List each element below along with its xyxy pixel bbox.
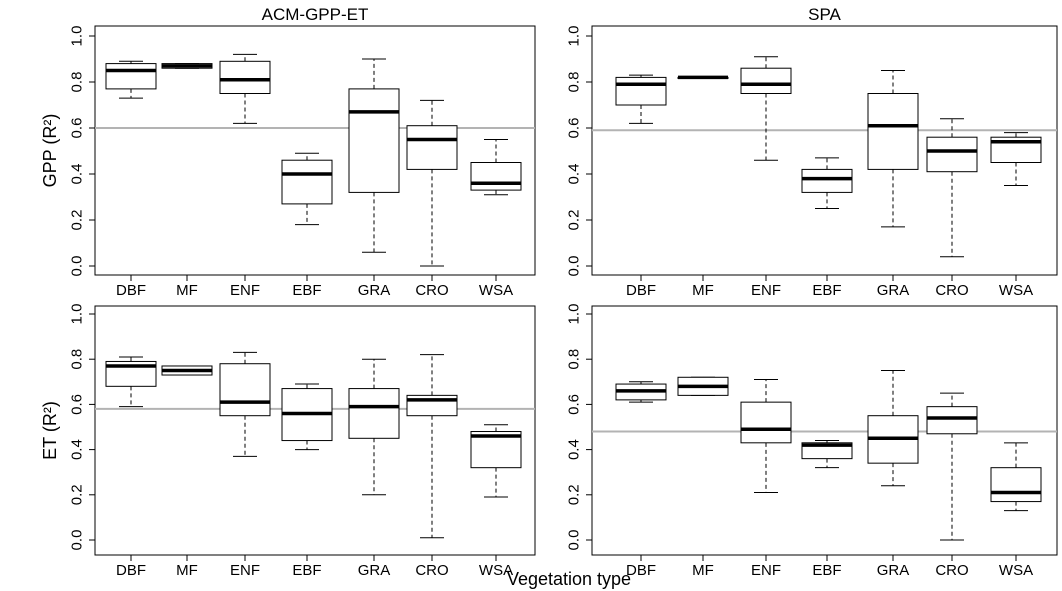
y-tick-label: 0.8: [69, 349, 86, 370]
x-tick-label: EBF: [812, 562, 841, 579]
y-tick-label: 0.4: [69, 164, 86, 185]
y-tick-label: 0.0: [566, 530, 583, 551]
box-iqr: [219, 363, 271, 417]
panel-frame: [591, 25, 1058, 276]
x-tick-label: MF: [176, 562, 198, 579]
x-tick-label: MF: [692, 282, 714, 299]
x-tick-label: ENF: [230, 562, 260, 579]
x-tick-label: GRA: [877, 282, 910, 299]
box-iqr: [926, 406, 978, 435]
x-axis-label: Vegetation type: [507, 569, 631, 589]
box-iqr: [105, 63, 157, 90]
x-tick-label: DBF: [116, 282, 146, 299]
y-tick-label: 0.4: [566, 439, 583, 460]
x-tick-label: ENF: [751, 282, 781, 299]
y-tick-label: 0.2: [69, 210, 86, 231]
y-tick-label: 0.4: [566, 164, 583, 185]
y-tick-label: 0.0: [69, 256, 86, 277]
x-tick-label: GRA: [877, 562, 910, 579]
x-tick-label: EBF: [292, 562, 321, 579]
box-iqr: [740, 67, 792, 94]
x-tick-label: CRO: [415, 562, 448, 579]
x-tick-label: CRO: [935, 282, 968, 299]
box-iqr: [740, 401, 792, 444]
y-tick-label: 0.0: [69, 530, 86, 551]
y-axis-label: GPP (R²): [40, 114, 60, 188]
box-iqr: [348, 388, 400, 439]
x-tick-label: ENF: [230, 282, 260, 299]
y-tick-label: 0.6: [566, 394, 583, 415]
x-tick-label: DBF: [626, 282, 656, 299]
x-tick-label: GRA: [358, 282, 391, 299]
box-iqr: [470, 162, 522, 191]
box-iqr: [867, 93, 919, 170]
y-tick-label: 0.4: [69, 439, 86, 460]
x-tick-label: WSA: [479, 282, 513, 299]
box-iqr: [801, 168, 853, 193]
x-tick-label: MF: [692, 562, 714, 579]
y-tick-label: 0.6: [69, 394, 86, 415]
y-tick-label: 0.8: [566, 72, 583, 93]
x-tick-label: DBF: [626, 562, 656, 579]
y-tick-label: 1.0: [69, 304, 86, 325]
box-iqr: [219, 60, 271, 94]
panel-frame: [94, 305, 536, 556]
y-tick-label: 0.8: [69, 72, 86, 93]
y-tick-label: 1.0: [566, 26, 583, 47]
x-tick-label: ENF: [751, 562, 781, 579]
x-tick-label: EBF: [812, 282, 841, 299]
box-iqr: [406, 125, 458, 170]
y-tick-label: 0.6: [566, 118, 583, 139]
y-tick-label: 1.0: [69, 26, 86, 47]
x-tick-label: WSA: [479, 562, 513, 579]
box-iqr: [281, 159, 333, 205]
panel-title: SPA: [808, 5, 841, 24]
y-tick-label: 0.2: [69, 484, 86, 505]
panel-frame: [591, 305, 1058, 556]
y-axis-label: ET (R²): [40, 401, 60, 460]
x-tick-label: EBF: [292, 282, 321, 299]
x-tick-label: GRA: [358, 562, 391, 579]
x-tick-label: MF: [176, 282, 198, 299]
y-tick-label: 0.0: [566, 256, 583, 277]
box-iqr: [348, 88, 400, 193]
x-tick-label: WSA: [999, 562, 1033, 579]
y-tick-label: 0.8: [566, 349, 583, 370]
x-tick-label: WSA: [999, 282, 1033, 299]
box-iqr: [990, 467, 1042, 503]
panel-title: ACM-GPP-ET: [262, 5, 369, 24]
x-tick-label: CRO: [935, 562, 968, 579]
y-tick-label: 0.2: [566, 484, 583, 505]
y-tick-label: 0.2: [566, 210, 583, 231]
x-tick-label: DBF: [116, 562, 146, 579]
y-tick-label: 1.0: [566, 304, 583, 325]
x-tick-label: CRO: [415, 282, 448, 299]
panel-frame: [94, 25, 536, 276]
y-tick-label: 0.6: [69, 118, 86, 139]
box-iqr: [615, 76, 667, 106]
box-iqr: [926, 136, 978, 173]
